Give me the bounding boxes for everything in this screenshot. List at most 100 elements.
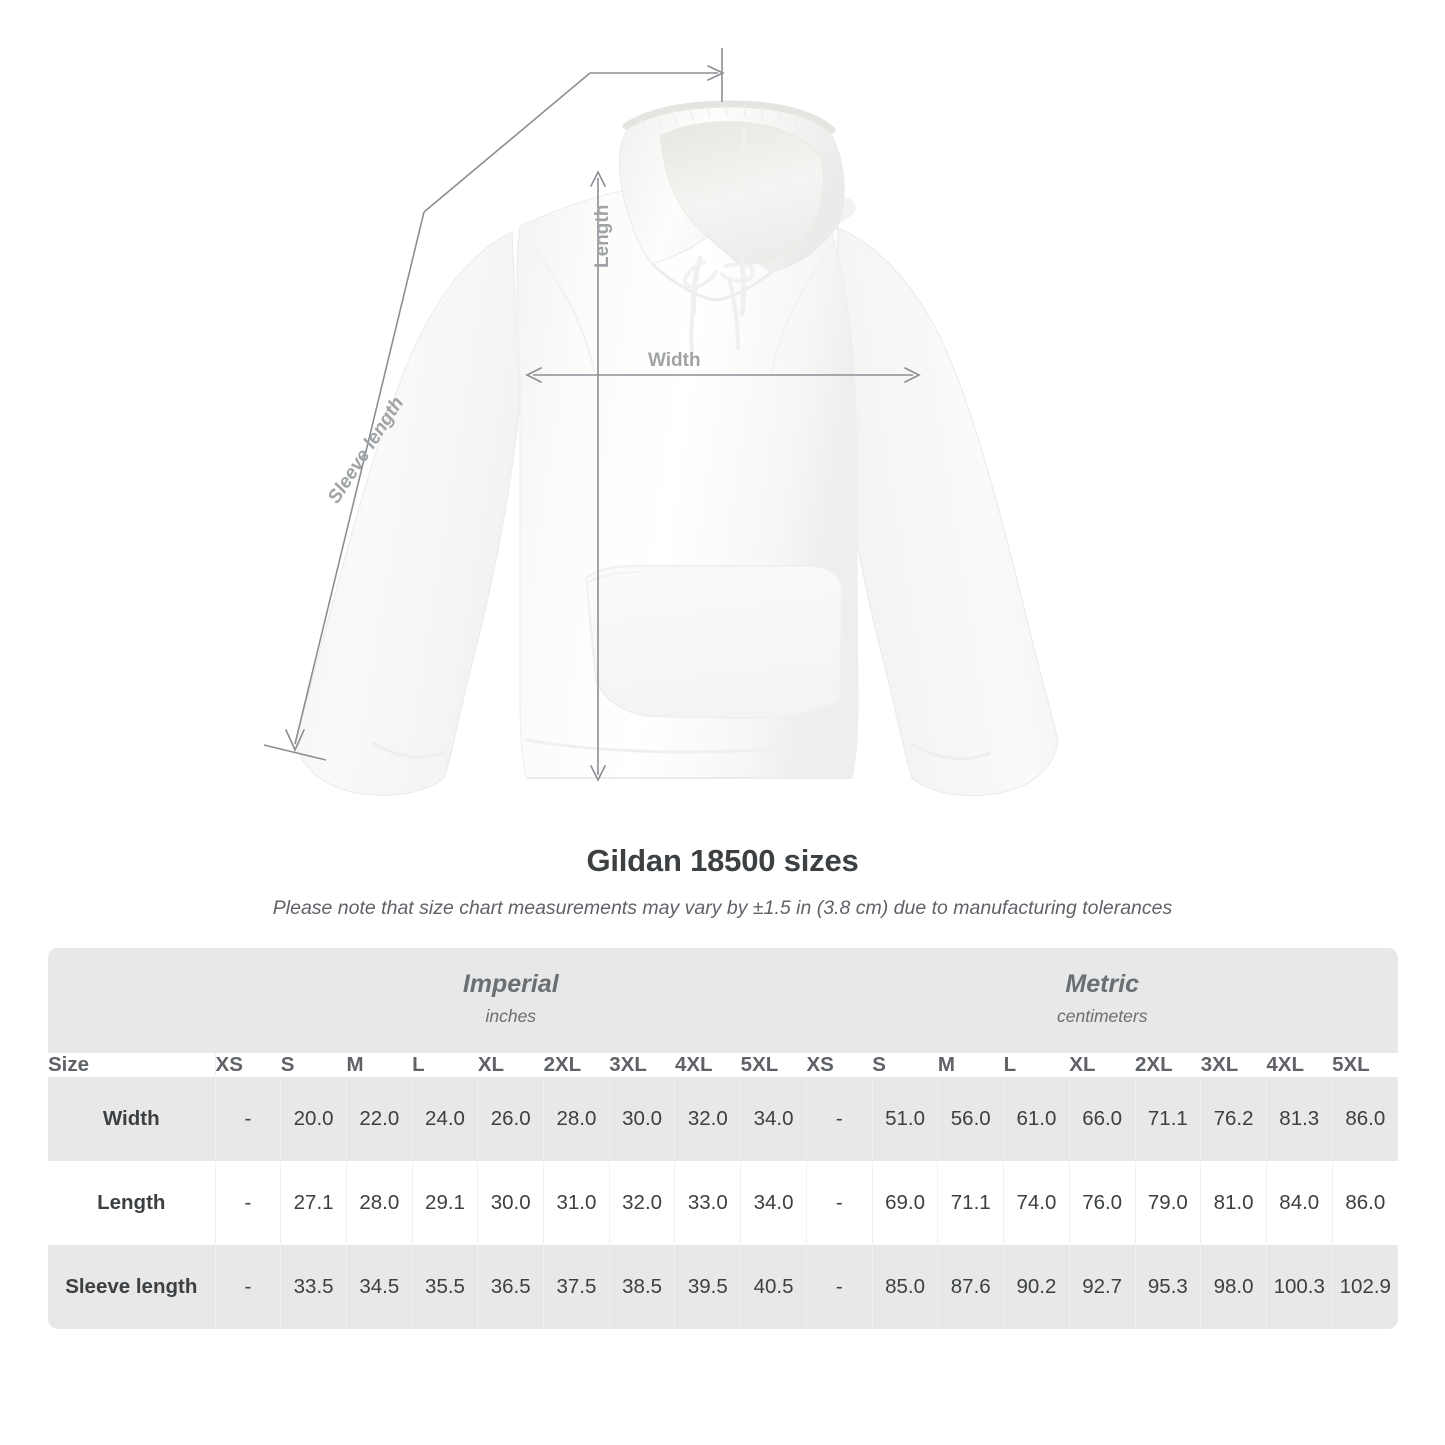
size-header-imperial-m: M: [346, 1052, 413, 1077]
table-row: Sleeve length - 33.5 34.5 35.5 36.5 37.5…: [48, 1244, 1398, 1329]
row-label-sleeve-length: Sleeve length: [48, 1244, 216, 1329]
sleeve-metric-l: 90.2: [1003, 1244, 1070, 1329]
kangaroo-pocket: [584, 565, 844, 720]
size-header-metric-s: S: [872, 1052, 938, 1077]
sleeve-metric-xs: -: [806, 1244, 873, 1329]
right-cuff-seam: [911, 742, 991, 761]
sleeve-imperial-2xl: 37.5: [543, 1244, 610, 1329]
length-metric-4xl: 84.0: [1266, 1160, 1333, 1245]
width-imperial-s: 20.0: [280, 1076, 347, 1161]
length-metric-5xl: 86.0: [1332, 1160, 1398, 1245]
length-metric-s: 69.0: [872, 1160, 939, 1245]
hoodie-illustration: Length Width Sleeve length: [263, 48, 1059, 796]
length-imperial-3xl: 32.0: [609, 1160, 676, 1245]
size-table-container: Imperial inches Metric centimeters Size …: [48, 948, 1398, 1329]
length-imperial-l: 29.1: [412, 1160, 479, 1245]
size-header-metric-l: L: [1003, 1052, 1070, 1077]
sleeve-metric-2xl: 95.3: [1135, 1244, 1202, 1329]
bottom-hem: [525, 738, 853, 754]
sleeve-metric-3xl: 98.0: [1200, 1244, 1267, 1329]
size-header-imperial-xl: XL: [477, 1052, 544, 1077]
sleeve-imperial-xs: -: [215, 1244, 282, 1329]
size-header-metric-xs: XS: [806, 1052, 873, 1077]
length-metric-3xl: 81.0: [1200, 1160, 1267, 1245]
sleeve-metric-s: 85.0: [872, 1244, 939, 1329]
width-imperial-xs: -: [215, 1076, 282, 1161]
neck-opening: [650, 262, 773, 302]
drawstring: [682, 255, 755, 354]
length-metric-xs: -: [806, 1160, 873, 1245]
metric-unit: centimeters: [1057, 1005, 1148, 1026]
length-imperial-2xl: 31.0: [543, 1160, 610, 1245]
width-metric-5xl: 86.0: [1332, 1076, 1398, 1161]
size-header-metric-4xl: 4XL: [1266, 1052, 1333, 1077]
width-imperial-l: 24.0: [412, 1076, 479, 1161]
size-header-imperial-2xl: 2XL: [543, 1052, 610, 1077]
sleeve-metric-xl: 92.7: [1069, 1244, 1136, 1329]
size-header-imperial-3xl: 3XL: [609, 1052, 675, 1077]
width-imperial-5xl: 34.0: [740, 1076, 807, 1161]
imperial-name: Imperial: [462, 970, 559, 998]
length-imperial-4xl: 33.0: [674, 1160, 742, 1245]
unit-group-header-row: Imperial inches Metric centimeters: [48, 948, 1398, 1053]
size-table: Imperial inches Metric centimeters Size …: [48, 948, 1398, 1329]
length-imperial-xs: -: [215, 1160, 282, 1245]
width-metric-2xl: 71.1: [1135, 1076, 1202, 1161]
size-header-imperial-5xl: 5XL: [740, 1052, 807, 1077]
length-imperial-xl: 30.0: [477, 1160, 545, 1245]
width-dimension: [525, 367, 921, 383]
table-row: Width - 20.0 22.0 24.0 26.0 28.0 30.0 32…: [48, 1076, 1398, 1161]
width-metric-xl: 66.0: [1069, 1076, 1136, 1161]
right-shoulder-seam: [771, 239, 837, 373]
page-title: Gildan 18500 sizes: [586, 843, 859, 878]
size-header-metric-3xl: 3XL: [1200, 1052, 1267, 1077]
length-metric-m: 71.1: [937, 1160, 1005, 1245]
sleeve-metric-5xl: 102.9: [1332, 1244, 1398, 1329]
width-metric-s: 51.0: [872, 1076, 939, 1161]
metric-name: Metric: [1065, 970, 1140, 998]
length-imperial-5xl: 34.0: [740, 1160, 807, 1245]
width-imperial-3xl: 30.0: [609, 1076, 676, 1161]
length-metric-l: 74.0: [1003, 1160, 1070, 1245]
table-row: Length - 27.1 28.0 29.1 30.0 31.0 32.0 3…: [48, 1160, 1398, 1245]
width-imperial-4xl: 32.0: [674, 1076, 742, 1161]
size-header-imperial-s: S: [280, 1052, 347, 1077]
size-header-imperial-l: L: [412, 1052, 478, 1077]
width-imperial-xl: 26.0: [477, 1076, 545, 1161]
width-metric-l: 61.0: [1003, 1076, 1070, 1161]
length-metric-2xl: 79.0: [1135, 1160, 1202, 1245]
width-metric-4xl: 81.3: [1266, 1076, 1333, 1161]
hood-binding-texture: [639, 104, 815, 132]
chart-heading: Gildan 18500 sizes Please note that size…: [0, 843, 1445, 920]
right-sleeve: [835, 227, 1059, 796]
sleeve-imperial-4xl: 39.5: [674, 1244, 742, 1329]
sleeve-imperial-m: 34.5: [346, 1244, 413, 1329]
width-metric-m: 56.0: [937, 1076, 1005, 1161]
sleeve-imperial-s: 33.5: [280, 1244, 347, 1329]
imperial-unit: inches: [485, 1005, 537, 1026]
size-header-row: Size XS S M L XL 2XL 3XL 4XL 5XL XS S M …: [48, 1052, 1398, 1077]
hood-binding: [622, 100, 836, 134]
tolerance-note: Please note that size chart measurements…: [272, 897, 1173, 919]
width-imperial-2xl: 28.0: [543, 1076, 610, 1161]
row-label-length: Length: [48, 1160, 216, 1245]
measurement-annotations: [263, 48, 921, 782]
sleeve-metric-4xl: 100.3: [1266, 1244, 1333, 1329]
size-header-metric-m: M: [937, 1052, 1004, 1077]
width-metric-xs: -: [806, 1076, 873, 1161]
hoodie-drawing: [263, 48, 1059, 796]
width-label: Width: [648, 350, 701, 371]
length-dimension: [590, 170, 606, 782]
left-sleeve: [295, 231, 521, 796]
size-header-metric-2xl: 2XL: [1135, 1052, 1201, 1077]
length-imperial-s: 27.1: [280, 1160, 347, 1245]
sleeve-imperial-xl: 36.5: [477, 1244, 545, 1329]
unit-header-spacer: [48, 948, 216, 1053]
sleeve-imperial-5xl: 40.5: [740, 1244, 807, 1329]
length-imperial-m: 28.0: [346, 1160, 413, 1245]
width-metric-3xl: 76.2: [1200, 1076, 1267, 1161]
left-shoulder-seam: [527, 239, 595, 373]
width-imperial-m: 22.0: [346, 1076, 413, 1161]
size-header-imperial-4xl: 4XL: [674, 1052, 741, 1077]
row-label-width: Width: [48, 1076, 216, 1161]
